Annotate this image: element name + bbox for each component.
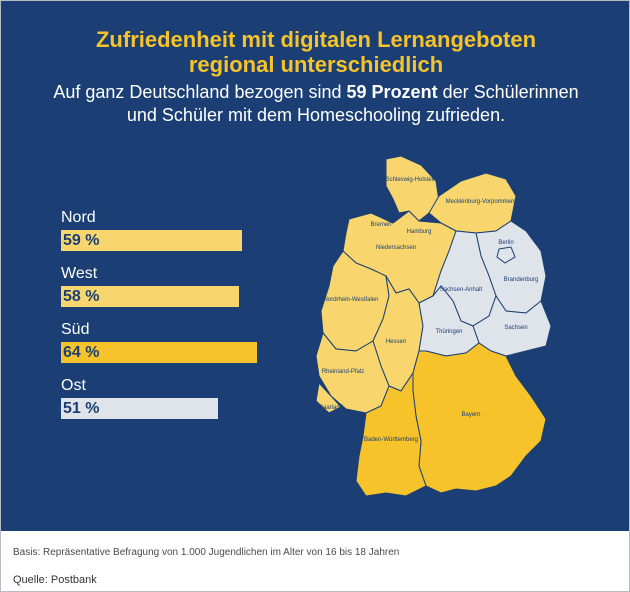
chart-subtitle: Auf ganz Deutschland bezogen sind 59 Pro… <box>1 81 629 127</box>
state-label: Thüringen <box>435 329 462 335</box>
state-label: Rheinland-Pfalz <box>322 369 364 375</box>
chart-panel: Zufriedenheit mit digitalen Lernangebote… <box>1 1 629 531</box>
value-label: 59 % <box>63 232 100 249</box>
map-region-saarland <box>315 381 342 414</box>
subtitle-text-post: der Schülerinnen <box>437 82 579 102</box>
bar <box>61 342 257 363</box>
map-region-bayern <box>412 342 547 494</box>
state-label: Bremen <box>370 222 391 228</box>
state-label: Brandenburg <box>504 277 539 283</box>
state-label: Baden-Württemberg <box>364 437 418 443</box>
category-label: West <box>61 265 98 282</box>
footer-basis: Basis: Repräsentative Befragung von 1.00… <box>13 547 400 558</box>
value-label: 51 % <box>63 400 100 417</box>
state-label: Saarland <box>319 405 343 411</box>
category-label: Nord <box>61 209 96 226</box>
bar <box>61 286 239 307</box>
state-label: Sachsen-Anhalt <box>440 287 483 293</box>
category-label: Süd <box>61 321 90 338</box>
chart-title: Zufriedenheit mit digitalen Lernangebote… <box>1 27 629 77</box>
state-label: Hamburg <box>407 229 432 235</box>
map-region-baden-wuerttemberg <box>355 371 427 497</box>
state-label: Sachsen <box>504 325 527 331</box>
germany-map: Schleswig-Holstein Mecklenburg-Vorpommer… <box>315 155 552 497</box>
state-label: Niedersachsen <box>376 245 416 251</box>
map-region-schleswig-holstein <box>385 155 440 222</box>
state-label: Bayern <box>461 412 480 418</box>
bar <box>61 398 218 419</box>
state-label: Schleswig-Holstein <box>386 177 437 183</box>
value-label: 58 % <box>63 288 100 305</box>
state-label: Mecklenburg-Vorpommern <box>446 199 517 205</box>
title-line-2: regional unterschiedlich <box>188 52 444 77</box>
subtitle-line-1: Auf ganz Deutschland bezogen sind 59 Pro… <box>1 81 629 104</box>
bar <box>61 230 242 251</box>
title-line-1: Zufriedenheit mit digitalen Lernangebote… <box>95 27 537 52</box>
subtitle-highlight: 59 Prozent <box>346 82 438 102</box>
footer: Basis: Repräsentative Befragung von 1.00… <box>1 531 629 591</box>
state-label: Berlin <box>498 240 513 246</box>
state-label: Nordrhein-Westfalen <box>324 297 379 303</box>
map-region-berlin <box>496 246 516 264</box>
state-label: Hessen <box>386 339 406 345</box>
footer-source: Quelle: Postbank <box>13 574 97 586</box>
subtitle-line-2: und Schüler mit dem Homeschooling zufrie… <box>126 105 506 125</box>
category-label: Ost <box>61 377 86 394</box>
value-label: 64 % <box>63 344 100 361</box>
subtitle-text-pre: Auf ganz Deutschland bezogen sind <box>53 82 347 102</box>
